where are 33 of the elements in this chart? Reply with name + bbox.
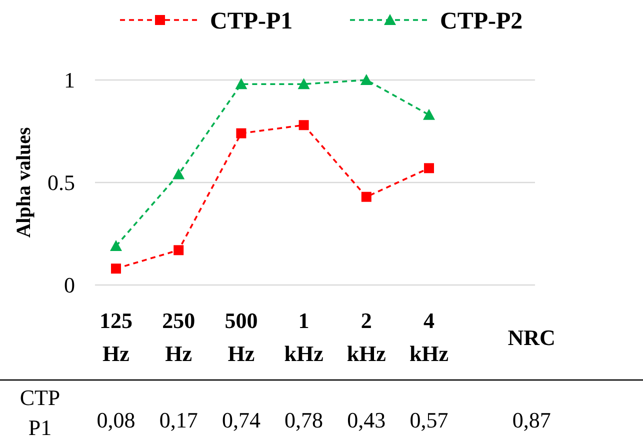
data-label: 0,43 <box>347 408 386 433</box>
point <box>361 192 372 202</box>
point <box>236 128 246 138</box>
point <box>235 78 248 90</box>
legend-label: CTP-P2 <box>440 8 523 34</box>
y-tick-label: 0 <box>64 272 75 298</box>
point <box>360 74 372 85</box>
point <box>172 168 185 180</box>
point <box>174 245 184 256</box>
data-label: 0,08 <box>96 408 136 433</box>
y-tick-label: 0.5 <box>48 170 75 196</box>
x-tick-label: 500 Hz <box>224 308 258 366</box>
text: 0,87 <box>512 408 551 433</box>
x-tick-label: 2 kHz <box>346 308 386 366</box>
y-axis-title: Alpha values <box>13 126 35 238</box>
point <box>110 240 122 252</box>
text: CTP P1 <box>20 385 60 440</box>
data-label: 0,74 <box>222 408 260 433</box>
data-label: 0,57 <box>410 408 448 433</box>
point <box>423 108 435 120</box>
data-label: 0,17 <box>159 408 198 433</box>
legend-label: CTP-P1 <box>210 8 293 34</box>
x-tick-label: 250 Hz <box>162 308 196 366</box>
x-tick-label: NRC <box>508 325 556 350</box>
data-label: 0,78 <box>284 408 324 433</box>
x-tick-label: 4 kHz <box>409 308 449 366</box>
point <box>424 163 434 174</box>
point <box>111 264 121 274</box>
point <box>298 78 310 90</box>
point <box>298 120 309 130</box>
x-tick-label: 1 kHz <box>284 308 324 366</box>
y-tick-label: 1 <box>64 68 75 93</box>
x-tick-label: 125 Hz <box>100 308 132 366</box>
